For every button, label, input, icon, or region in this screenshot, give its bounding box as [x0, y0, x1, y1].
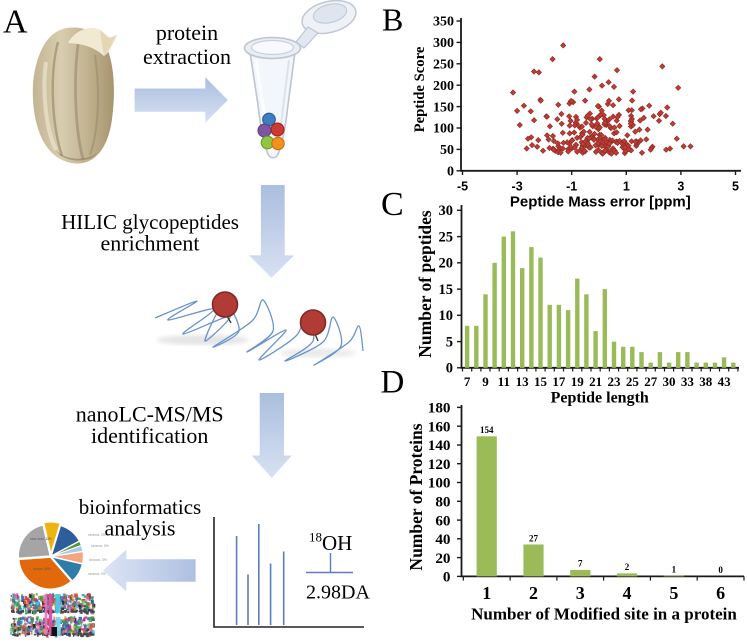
svg-text:38: 38: [699, 374, 713, 389]
svg-text:5: 5: [446, 334, 453, 350]
svg-text:enrichment: enrichment: [101, 230, 200, 255]
svg-text:protein: protein: [156, 20, 218, 45]
svg-text:-5: -5: [457, 180, 468, 194]
svg-text:23: 23: [607, 374, 621, 389]
svg-text:xxxxxxx, 3%: xxxxxxx, 3%: [89, 558, 107, 562]
svg-text:0: 0: [443, 569, 451, 586]
svg-text:350: 350: [433, 15, 454, 30]
svg-text:27: 27: [529, 533, 539, 543]
svg-text:Number of peptides: Number of peptides: [415, 210, 435, 358]
svg-text:120: 120: [428, 456, 451, 473]
svg-text:1: 1: [482, 583, 491, 603]
svg-text:xxxxxxx, 3%: xxxxxxx, 3%: [91, 544, 109, 548]
svg-text:25: 25: [626, 374, 640, 389]
svg-text:xxxxxx, 45%: xxxxxx, 45%: [33, 567, 51, 571]
svg-text:6: 6: [716, 583, 725, 603]
svg-text:5: 5: [669, 583, 678, 603]
svg-text:27: 27: [644, 374, 658, 389]
svg-text:100: 100: [428, 475, 451, 492]
svg-text:1: 1: [623, 180, 630, 194]
svg-text:2.98DA: 2.98DA: [306, 581, 370, 603]
svg-text:43: 43: [718, 374, 732, 389]
svg-text:4: 4: [623, 583, 632, 603]
svg-text:15: 15: [439, 282, 454, 298]
svg-text:180: 180: [428, 400, 451, 417]
svg-text:Peptide length: Peptide length: [551, 390, 649, 407]
svg-text:40: 40: [435, 531, 451, 548]
svg-text:B: B: [382, 2, 403, 38]
svg-text:2: 2: [529, 583, 538, 603]
svg-text:25: 25: [439, 229, 454, 245]
svg-text:150: 150: [433, 100, 454, 115]
svg-text:60: 60: [435, 512, 451, 529]
svg-text:21: 21: [589, 374, 602, 389]
svg-text:extraction: extraction: [143, 44, 231, 69]
svg-text:200: 200: [433, 79, 454, 94]
svg-text:20: 20: [439, 256, 454, 272]
svg-text:Number of Proteins: Number of Proteins: [406, 423, 426, 570]
svg-text:0: 0: [447, 165, 454, 180]
svg-text:D: D: [381, 365, 405, 401]
svg-text:7: 7: [464, 374, 471, 389]
svg-text:13: 13: [516, 374, 530, 389]
svg-text:300: 300: [433, 36, 454, 51]
svg-text:10: 10: [439, 308, 454, 324]
svg-text:1: 1: [672, 565, 677, 575]
svg-text:-1: -1: [566, 180, 577, 194]
svg-text:17: 17: [552, 374, 566, 389]
svg-text:2: 2: [625, 562, 630, 572]
svg-text:OH: OH: [322, 531, 352, 555]
svg-text:250: 250: [433, 58, 454, 73]
svg-text:19: 19: [571, 374, 585, 389]
svg-text:HILIC glycopeptides: HILIC glycopeptides: [61, 210, 239, 234]
svg-text:100: 100: [433, 122, 454, 137]
svg-text:80: 80: [435, 493, 451, 510]
svg-text:0: 0: [446, 361, 453, 377]
svg-text:0: 0: [718, 565, 723, 575]
svg-text:3: 3: [576, 583, 585, 603]
svg-text:7: 7: [578, 559, 583, 569]
svg-text:nanoLC-MS/MS: nanoLC-MS/MS: [76, 402, 224, 427]
svg-text:xxxxxxx, 3%: xxxxxxx, 3%: [88, 533, 106, 537]
svg-text:20: 20: [435, 550, 451, 567]
svg-text:18: 18: [309, 530, 322, 545]
svg-text:160: 160: [428, 418, 451, 435]
svg-text:-3: -3: [512, 180, 523, 194]
svg-text:identification: identification: [91, 423, 208, 448]
svg-text:15: 15: [534, 374, 548, 389]
svg-text:C: C: [381, 186, 404, 223]
svg-text:xxxxxxx, 3%: xxxxxxx, 3%: [88, 572, 106, 576]
svg-text:30: 30: [439, 203, 454, 219]
svg-text:11: 11: [498, 374, 510, 389]
svg-text:3: 3: [677, 180, 684, 194]
svg-text:9: 9: [482, 374, 489, 389]
svg-text:30: 30: [663, 374, 676, 389]
svg-text:5: 5: [732, 180, 739, 194]
svg-text:xxxx xxxx, 18%: xxxx xxxx, 18%: [30, 537, 52, 541]
svg-text:Peptide Mass error [ppm]: Peptide Mass error [ppm]: [510, 194, 691, 211]
svg-text:bioinformatics: bioinformatics: [79, 495, 201, 519]
svg-text:33: 33: [681, 374, 695, 389]
svg-text:50: 50: [440, 143, 454, 158]
svg-text:Peptide Score: Peptide Score: [412, 46, 428, 132]
svg-text:analysis: analysis: [105, 516, 176, 541]
svg-text:154: 154: [480, 425, 494, 435]
svg-text:A: A: [3, 4, 28, 41]
svg-text:Number of Modified site in a p: Number of Modified site in a protein: [471, 605, 737, 624]
svg-text:140: 140: [428, 437, 451, 454]
